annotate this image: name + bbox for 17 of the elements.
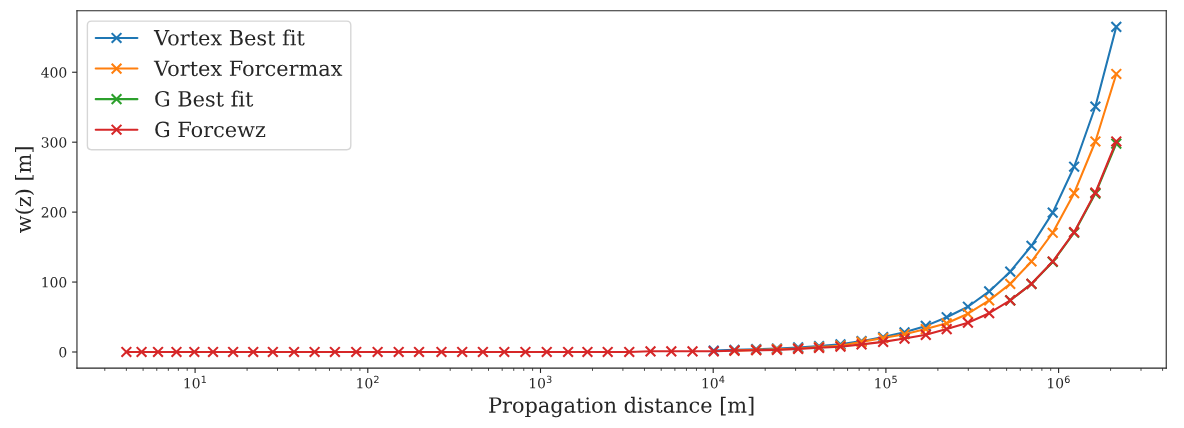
x-tick-label: 10$^{6}$ <box>1048 375 1070 389</box>
x-tick-label: 10$^{1}$ <box>184 375 206 389</box>
x-tick-label: 10$^{4}$ <box>702 375 725 389</box>
x-tick-label: 10$^{3}$ <box>529 375 552 389</box>
y-axis-title: w(z) [m] <box>15 147 35 233</box>
y-tick-label: 200 <box>41 207 67 218</box>
legend-label: G Best fit <box>155 90 254 107</box>
y-tick-label: 300 <box>41 137 67 148</box>
x-tick-label: 10$^{2}$ <box>357 375 379 389</box>
legend-label: Vortex Forcermax <box>153 60 343 77</box>
y-tick-label: 0 <box>59 346 67 358</box>
legend-label: G Forcewz <box>155 121 266 138</box>
y-tick-label: 400 <box>41 67 67 78</box>
legend-label: Vortex Best fit <box>153 29 305 46</box>
x-axis-title: Propagation distance [m] <box>489 396 754 418</box>
x-tick-label: 10$^{5}$ <box>875 375 897 389</box>
y-tick-label: 100 <box>42 277 67 288</box>
